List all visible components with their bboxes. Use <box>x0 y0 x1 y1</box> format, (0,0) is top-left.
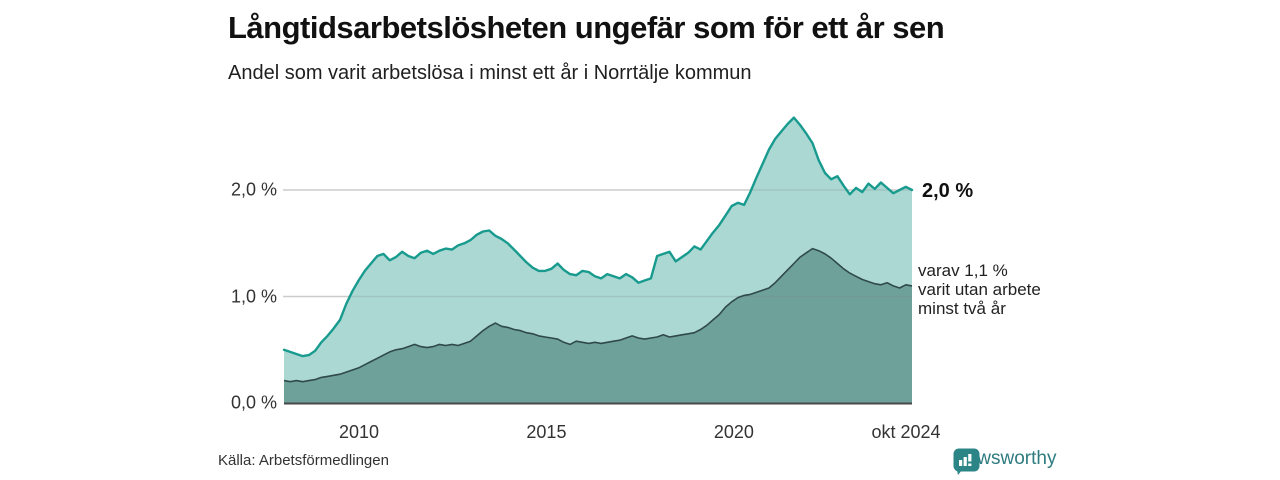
y-tick-label: 2,0 % <box>230 179 277 200</box>
y-tick-label: 0,0 % <box>230 392 277 413</box>
y-tick-label: 1,0 % <box>230 286 277 306</box>
lower-series-annotation: varav 1,1 % varit utan arbete minst två … <box>918 261 1041 318</box>
annotation-line: varit utan arbete <box>918 280 1041 299</box>
newsworthy-logo: Newsworthy <box>953 448 1062 475</box>
x-tick-label: 2015 <box>526 422 567 442</box>
x-tick-label: okt 2024 <box>871 422 941 442</box>
page-title: Långtidsarbetslösheten ungefär som för e… <box>228 10 945 45</box>
source-note: Källa: Arbetsförmedlingen <box>218 452 389 469</box>
x-tick-label: 2010 <box>338 422 379 442</box>
end-value-annotation: 2,0 % <box>922 180 974 202</box>
chart-subtitle: Andel som varit arbetslösa i minst ett å… <box>228 62 752 84</box>
annotation-line: minst två år <box>918 299 1006 318</box>
newsworthy-logo-icon <box>953 448 980 475</box>
x-tick-label: 2020 <box>713 422 754 442</box>
annotation-line: varav 1,1 % <box>918 261 1008 280</box>
